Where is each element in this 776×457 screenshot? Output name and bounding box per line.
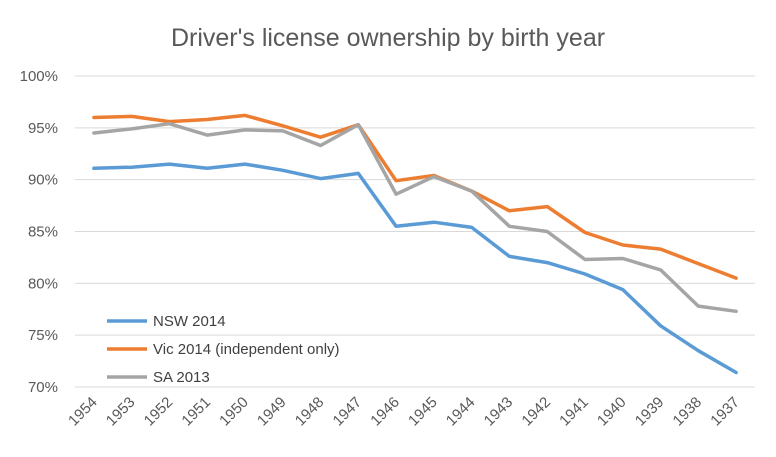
x-tick-label: 1941 bbox=[556, 394, 592, 430]
x-tick-label: 1939 bbox=[632, 394, 668, 430]
x-tick-label: 1950 bbox=[216, 394, 252, 430]
y-tick-label: 90% bbox=[28, 172, 58, 189]
y-axis-tick-labels: 100% 95% 90% 85% 80% 75% 70% bbox=[20, 68, 58, 396]
legend-label-nsw-2014: NSW 2014 bbox=[153, 313, 226, 330]
x-tick-label: 1940 bbox=[594, 394, 630, 430]
y-tick-label: 85% bbox=[28, 224, 58, 241]
chart-title: Driver's license ownership by birth year bbox=[171, 24, 605, 52]
x-tick-label: 1945 bbox=[405, 394, 441, 430]
series-line-sa-2013 bbox=[92, 121, 738, 314]
x-tick-label: 1937 bbox=[707, 394, 743, 430]
series-lines bbox=[92, 113, 738, 375]
x-tick-label: 1944 bbox=[443, 394, 479, 430]
y-tick-label: 100% bbox=[20, 68, 58, 85]
legend: NSW 2014 Vic 2014 (independent only) SA 20… bbox=[107, 313, 340, 386]
y-tick-label: 80% bbox=[28, 275, 58, 292]
x-tick-label: 1953 bbox=[103, 394, 139, 430]
x-tick-label: 1946 bbox=[367, 394, 403, 430]
series-line-nsw-2014 bbox=[92, 162, 738, 375]
x-tick-label: 1951 bbox=[178, 394, 214, 430]
legend-label-sa-2013: SA 2013 bbox=[153, 369, 210, 386]
x-tick-label: 1938 bbox=[670, 394, 706, 430]
y-tick-label: 70% bbox=[28, 379, 58, 396]
x-tick-label: 1949 bbox=[254, 394, 290, 430]
x-tick-label: 1948 bbox=[292, 394, 328, 430]
x-tick-label: 1943 bbox=[481, 394, 517, 430]
legend-label-vic-2014-independent-only: Vic 2014 (independent only) bbox=[153, 341, 340, 358]
x-axis-tick-labels: 1954 1953 1952 1951 1950 1949 1948 1947 1946 1945… bbox=[65, 394, 743, 430]
x-tick-label: 1954 bbox=[65, 394, 101, 430]
x-tick-label: 1942 bbox=[518, 394, 554, 430]
x-tick-label: 1952 bbox=[141, 394, 177, 430]
y-tick-label: 75% bbox=[28, 327, 58, 344]
y-tick-label: 95% bbox=[28, 120, 58, 137]
series-line-vic-2014-independent-only bbox=[92, 113, 738, 280]
x-tick-label: 1947 bbox=[330, 394, 366, 430]
